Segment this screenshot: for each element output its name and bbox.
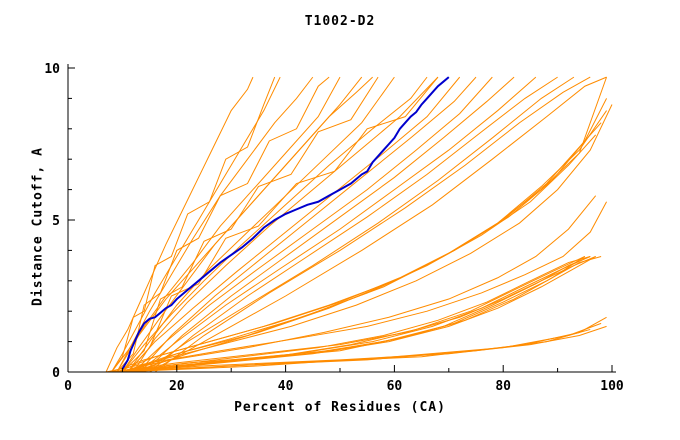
y-tick-label: 5 bbox=[52, 214, 60, 229]
x-tick-label: 60 bbox=[387, 379, 403, 394]
chart-title: T1002-D2 bbox=[304, 14, 376, 29]
x-tick-label: 100 bbox=[600, 379, 624, 394]
prediction-curve bbox=[132, 76, 493, 373]
prediction-curve bbox=[122, 76, 428, 373]
x-tick-label: 0 bbox=[64, 379, 72, 394]
prediction-curve bbox=[154, 76, 591, 373]
prediction-curve bbox=[138, 76, 477, 373]
tick-labels: 0 20 40 60 80 100 0 5 10 bbox=[44, 62, 624, 394]
x-tick-label: 80 bbox=[495, 379, 511, 394]
prediction-curve bbox=[133, 98, 608, 373]
prediction-curve bbox=[143, 76, 575, 373]
prediction-curve bbox=[122, 134, 597, 373]
prediction-curve bbox=[132, 76, 439, 373]
prediction-curve bbox=[116, 76, 314, 373]
prediction-curve bbox=[116, 76, 330, 373]
prediction-curve bbox=[122, 104, 613, 373]
ticks bbox=[67, 67, 613, 373]
prediction-curve bbox=[127, 76, 439, 373]
prediction-curve bbox=[133, 256, 586, 373]
prediction-curve bbox=[116, 122, 602, 373]
prediction-curve bbox=[111, 76, 281, 373]
prediction-curve bbox=[111, 76, 276, 373]
prediction-curve bbox=[116, 195, 597, 373]
prediction-curve bbox=[149, 76, 607, 373]
prediction-curve bbox=[127, 256, 596, 373]
y-tick-label: 10 bbox=[44, 62, 60, 77]
highlight-curve bbox=[121, 76, 450, 370]
x-axis-label: Percent of Residues (CA) bbox=[234, 400, 446, 415]
prediction-curve bbox=[127, 76, 461, 373]
prediction-curve bbox=[122, 76, 379, 373]
prediction-curve bbox=[138, 76, 537, 373]
prediction-curve bbox=[143, 76, 515, 373]
x-tick-label: 20 bbox=[169, 379, 185, 394]
prediction-curve bbox=[149, 76, 558, 373]
prediction-curve bbox=[111, 256, 596, 373]
prediction-curve bbox=[127, 76, 395, 373]
x-tick-label: 40 bbox=[278, 379, 294, 394]
prediction-curve bbox=[111, 325, 607, 373]
axes bbox=[67, 64, 616, 373]
prediction-curves bbox=[105, 76, 613, 373]
prediction-curve bbox=[127, 110, 607, 373]
prediction-curve bbox=[116, 76, 373, 373]
prediction-curve bbox=[105, 76, 254, 373]
y-tick-label: 0 bbox=[52, 366, 60, 381]
prediction-curve bbox=[116, 256, 586, 373]
prediction-curve bbox=[105, 201, 608, 373]
